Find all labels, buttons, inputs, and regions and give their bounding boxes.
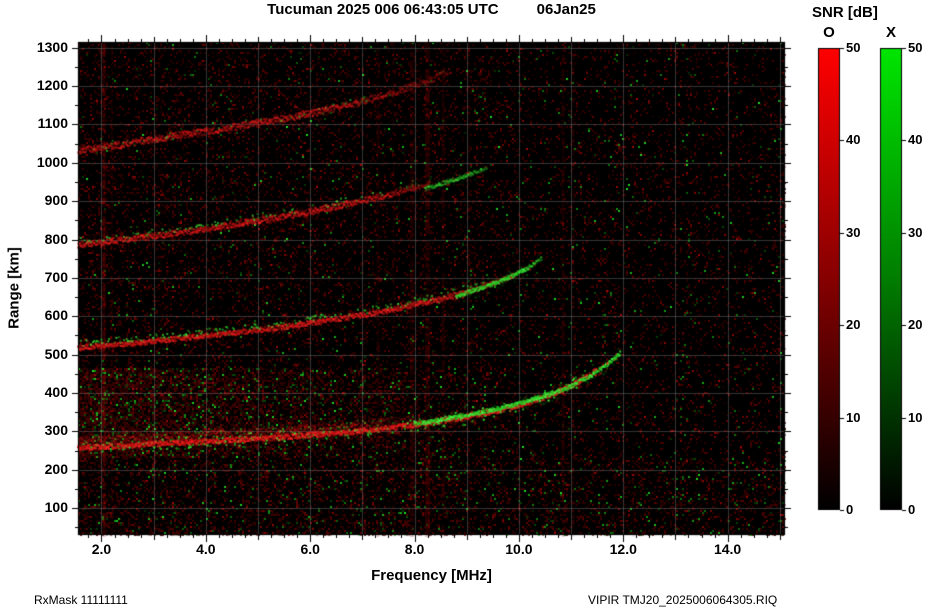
colorbar-x-label: X	[885, 24, 896, 41]
y-tick-label: 200	[44, 460, 68, 477]
colorbar-o-tick-label: 40	[846, 132, 861, 148]
x-axis-title: Frequency [MHz]	[371, 567, 492, 584]
footer-rxmask: RxMask 11111111	[34, 593, 128, 607]
y-tick-label: 1000	[36, 153, 68, 170]
colorbar-o-tick-label: 30	[846, 224, 861, 240]
y-tick-label: 600	[44, 307, 68, 324]
plot-title-date: 06Jan25	[536, 1, 596, 18]
plot-title-main: Tucuman 2025 006 06:43:05 UTC	[267, 1, 499, 18]
y-tick-label: 800	[44, 230, 68, 247]
colorbar-o-label: O	[823, 24, 835, 41]
x-tick-label: 6.0	[300, 541, 320, 557]
y-tick-label: 700	[44, 268, 68, 285]
x-tick-label: 4.0	[196, 541, 216, 557]
colorbar-x-tick-label: 50	[908, 40, 923, 55]
x-tick-label: 10.0	[505, 541, 533, 557]
colorbar-x-tick-label: 30	[908, 224, 923, 240]
colorbar-o-tick-label: 0	[846, 502, 854, 517]
y-tick-label: 1200	[36, 77, 68, 94]
y-tick-label: 500	[44, 345, 68, 362]
y-tick-label: 1300	[36, 38, 68, 55]
footer-filename: VIPIR TMJ20_2025006064305.RIQ	[588, 593, 778, 607]
colorbar-o-tick-label: 20	[846, 317, 861, 333]
x-tick-label: 8.0	[404, 541, 425, 557]
x-tick-label: 14.0	[713, 541, 742, 557]
y-tick-label: 400	[44, 384, 68, 401]
y-tick-label: 300	[44, 422, 68, 439]
colorbar-x-tick-label: 40	[908, 132, 923, 148]
colorbar-o-tick-label: 10	[846, 409, 861, 425]
colorbar-x-tick-label: 0	[908, 502, 916, 517]
colorbar-title: SNR [dB]	[812, 4, 878, 21]
y-tick-label: 1100	[37, 115, 68, 132]
x-tick-label: 12.0	[609, 541, 637, 557]
y-tick-label: 900	[44, 192, 68, 209]
colorbar-x-tick-label: 20	[908, 317, 923, 333]
x-tick-label: 2.0	[91, 541, 112, 557]
colorbar-x-tick-label: 10	[908, 409, 923, 425]
plot-title: Tucuman 2025 006 06:43:05 UTC 06Jan25	[78, 1, 785, 18]
y-tick-label: 100	[44, 499, 68, 516]
colorbar-o-tick-label: 50	[846, 40, 861, 55]
